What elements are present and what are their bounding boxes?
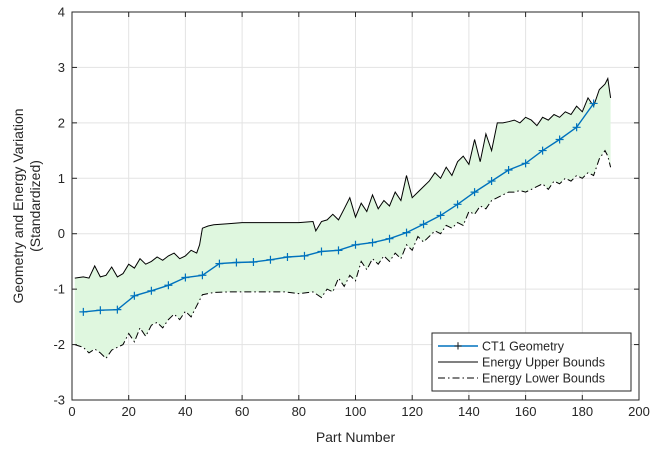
- ct1-geometry-point: [436, 211, 445, 220]
- bounds-fill-area: [74, 78, 611, 359]
- y-tick-label: -2: [53, 337, 65, 352]
- legend-label-ct1-geometry: CT1 Geometry: [482, 340, 565, 354]
- x-axis-title: Part Number: [316, 429, 396, 445]
- ct1-geometry-point: [419, 220, 428, 229]
- x-tick-label: 200: [628, 404, 650, 419]
- ct1-geometry-point: [317, 247, 326, 256]
- ct1-geometry-point: [334, 246, 343, 255]
- x-tick-label: 160: [515, 404, 537, 419]
- x-tick-label: 120: [401, 404, 423, 419]
- legend-marker-plus: +: [454, 338, 463, 355]
- ct1-geometry-point: [504, 165, 513, 174]
- y-tick-label: 2: [58, 115, 65, 130]
- x-tick-label: 20: [121, 404, 135, 419]
- energy-lower-bounds-line: [74, 149, 612, 360]
- ct1-geometry-point: [351, 240, 360, 249]
- y-tick-label: -3: [53, 393, 65, 408]
- y-tick-label: -1: [53, 282, 65, 297]
- ct1-geometry-point: [96, 306, 105, 315]
- x-tick-label: 0: [68, 404, 75, 419]
- ct1-geometry-point: [385, 234, 394, 243]
- x-tick-label: 60: [235, 404, 249, 419]
- ct1-geometry-point: [215, 259, 224, 268]
- y-axis-title-line-2: (Standardized): [27, 160, 43, 252]
- ct1-geometry-point: [487, 177, 496, 186]
- series-group: [74, 76, 612, 360]
- ct1-geometry-point: [130, 291, 139, 300]
- ct1-geometry-point: [198, 271, 207, 280]
- x-tick-label: 100: [345, 404, 367, 419]
- ct1-geometry-point: [249, 257, 258, 266]
- ct1-geometry-point: [572, 123, 581, 132]
- ct1-geometry-point: [402, 228, 411, 237]
- ct1-geometry-point: [368, 238, 377, 247]
- ct1-geometry-point: [164, 281, 173, 290]
- ct1-geometry-point: [470, 188, 479, 197]
- x-tick-label: 180: [571, 404, 593, 419]
- legend-label-upper-bounds: Energy Upper Bounds: [482, 356, 605, 370]
- ct1-geometry-point: [232, 258, 241, 267]
- bounds-fill-region: [74, 78, 611, 359]
- x-tick-label: 80: [292, 404, 306, 419]
- x-tick-label: 140: [458, 404, 480, 419]
- ct1-geometry-point: [538, 146, 547, 155]
- legend-label-lower-bounds: Energy Lower Bounds: [482, 372, 605, 386]
- y-tick-label: 3: [58, 60, 65, 75]
- y-tick-label: 1: [58, 171, 65, 186]
- ct1-geometry-point: [555, 135, 564, 144]
- energy-upper-bounds-line: [74, 76, 612, 279]
- ct1-geometry-point: [589, 99, 598, 108]
- legend: + CT1 Geometry Energy Upper Bounds Energ…: [431, 332, 632, 392]
- ct1-geometry-point: [453, 200, 462, 209]
- y-axis-title-line-1: Geometry and Energy Variation: [10, 108, 26, 303]
- ct1-geometry-point: [147, 286, 156, 295]
- ct1-geometry-point: [113, 305, 122, 314]
- y-tick-label: 0: [58, 226, 65, 241]
- ct1-geometry-point: [79, 307, 88, 316]
- ct1-geometry-point: [181, 273, 190, 282]
- axis-ticks: 0 20 40 60 80 100 120 140 160 180 200 -3 -2 -1 0 1 2 3 4: [53, 5, 649, 420]
- x-tick-label: 40: [178, 404, 192, 419]
- ct1-geometry-point: [300, 251, 309, 260]
- ct1-geometry-point: [521, 159, 530, 168]
- ct1-geometry-point: [283, 252, 292, 261]
- y-tick-label: 4: [58, 5, 65, 20]
- ct1-geometry-point: [266, 255, 275, 264]
